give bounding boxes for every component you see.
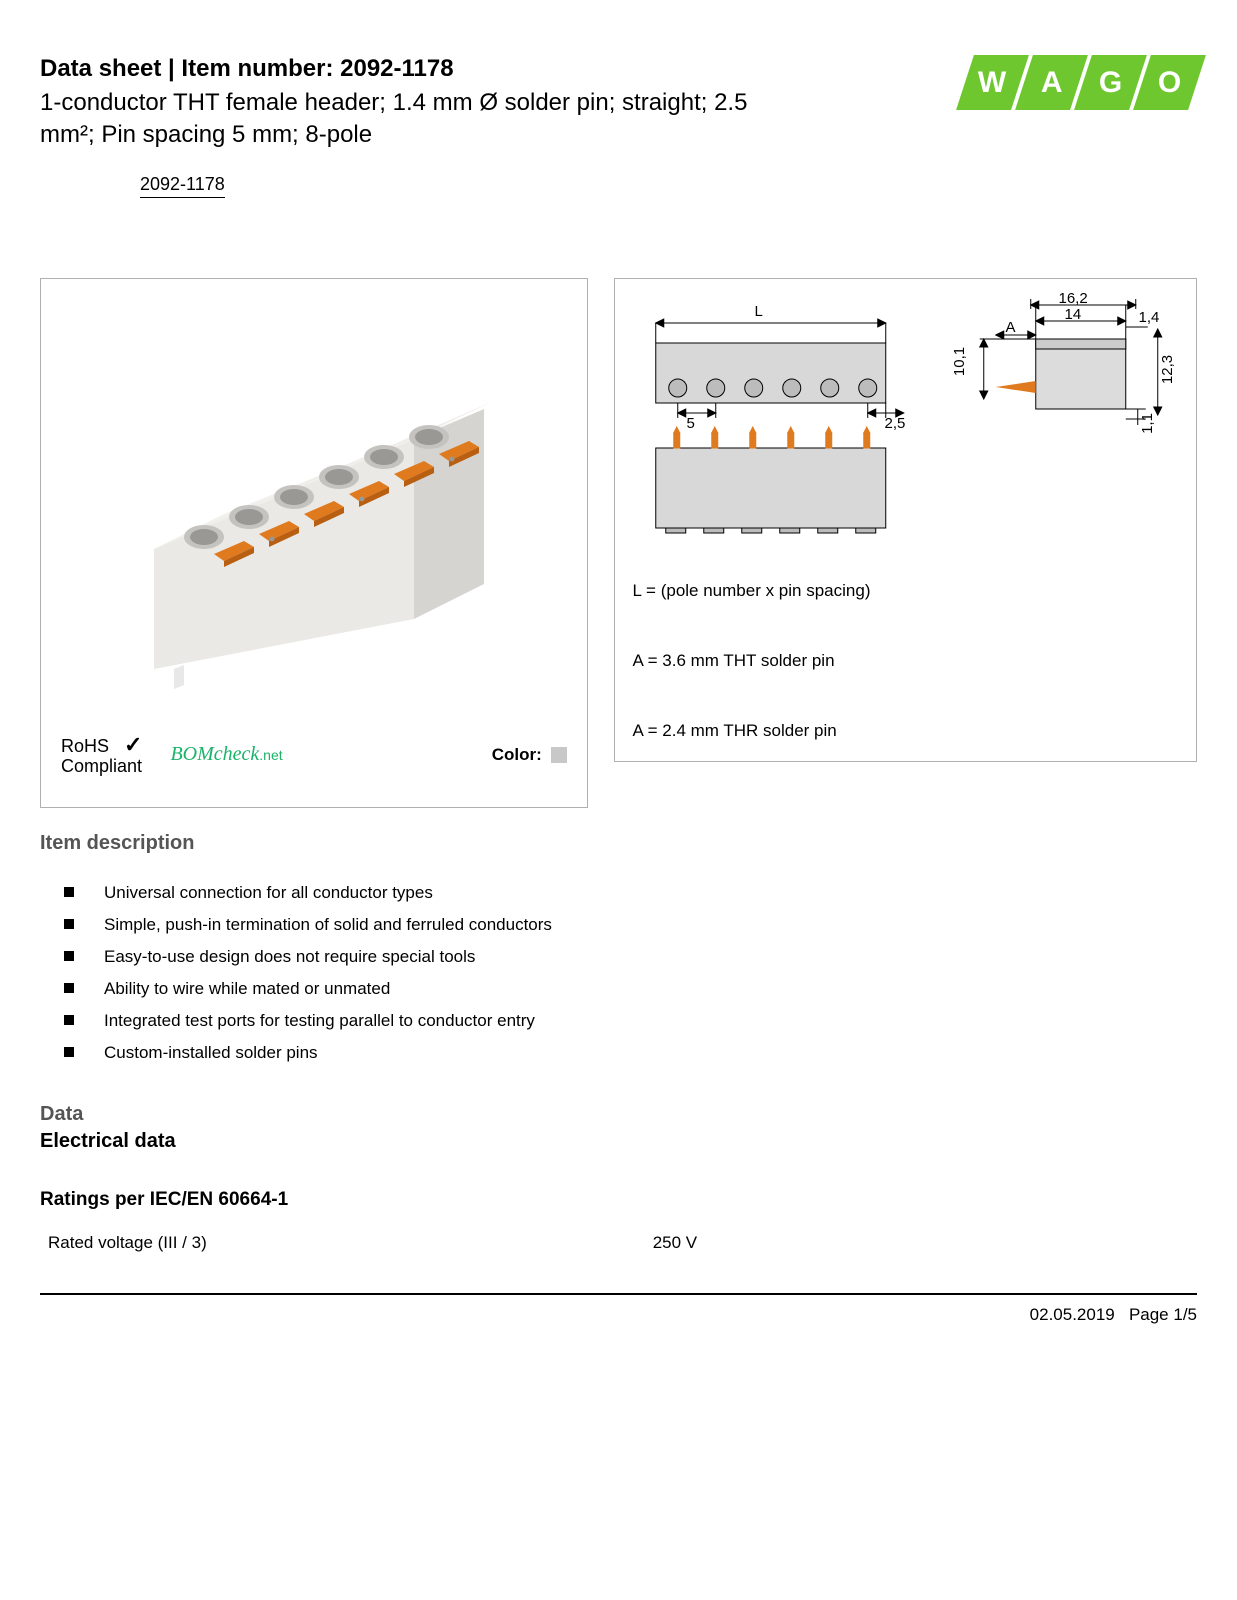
dim-12-3: 12,3 <box>1159 355 1176 384</box>
technical-drawing-panel: L 5 2,5 16,2 14 1,4 A 10,1 12,3 1,1 L = … <box>614 278 1198 762</box>
color-swatch <box>551 747 567 763</box>
formula-A2: A = 2.4 mm THR solder pin <box>633 721 1179 741</box>
wago-logo: W A G O <box>965 55 1197 110</box>
dim-10-1: 10,1 <box>951 347 968 376</box>
image-panels-row: RoHS ✓ Compliant BOMcheck.net Color: <box>40 278 1197 808</box>
compliant-text: Compliant <box>61 756 142 776</box>
compliance-row: RoHS ✓ Compliant BOMcheck.net Color: <box>41 733 587 807</box>
formula-A1: A = 3.6 mm THT solder pin <box>633 651 1179 671</box>
bullet-item: Easy-to-use design does not require spec… <box>64 947 1197 967</box>
title-line: Data sheet | Item number: 2092-1178 <box>40 55 965 83</box>
dim-16-2: 16,2 <box>1059 290 1088 307</box>
formula-L: L = (pole number x pin spacing) <box>633 581 1179 601</box>
dim-1-1: 1,1 <box>1138 413 1155 434</box>
item-number-link[interactable]: 2092-1178 <box>140 174 225 198</box>
product-subtitle: 1-conductor THT female header; 1.4 mm Ø … <box>40 87 800 152</box>
spec-value: 250 V <box>653 1233 697 1253</box>
header: Data sheet | Item number: 2092-1178 1-co… <box>40 55 1197 198</box>
item-number: 2092-1178 <box>340 55 453 82</box>
bullet-item: Ability to wire while mated or unmated <box>64 979 1197 999</box>
data-heading: Data <box>40 1103 1197 1126</box>
dim-14: 14 <box>1065 306 1082 323</box>
dim-A: A <box>1006 319 1016 336</box>
checkmark-icon: ✓ <box>124 733 142 757</box>
bomcheck-main: BOMcheck <box>170 743 259 765</box>
page-footer: 02.05.2019 Page 1/5 <box>40 1305 1197 1325</box>
footer-page: Page 1/5 <box>1129 1305 1197 1324</box>
color-label: Color: <box>492 745 567 765</box>
bullet-item: Universal connection for all conductor t… <box>64 883 1197 903</box>
electrical-data-heading: Electrical data <box>40 1130 1197 1153</box>
color-text: Color: <box>492 745 542 764</box>
technical-diagram: L 5 2,5 16,2 14 1,4 A 10,1 12,3 1,1 <box>633 293 1179 553</box>
ratings-heading: Ratings per IEC/EN 60664-1 <box>40 1189 1197 1211</box>
bullet-item: Simple, push-in termination of solid and… <box>64 915 1197 935</box>
item-description-heading: Item description <box>40 832 1197 855</box>
item-description-list: Universal connection for all conductor t… <box>64 883 1197 1063</box>
dim-1-4: 1,4 <box>1139 309 1160 326</box>
footer-divider <box>40 1293 1197 1295</box>
header-text-block: Data sheet | Item number: 2092-1178 1-co… <box>40 55 965 198</box>
spec-row: Rated voltage (III / 3) 250 V <box>40 1233 1197 1259</box>
product-3d-render <box>41 279 587 733</box>
bullet-item: Integrated test ports for testing parall… <box>64 1011 1197 1031</box>
title-prefix: Data sheet | Item number: <box>40 55 340 82</box>
dim-pin-spacing: 5 <box>687 415 695 432</box>
spec-label: Rated voltage (III / 3) <box>48 1233 653 1253</box>
dim-offset: 2,5 <box>885 415 906 432</box>
rohs-compliant-label: RoHS ✓ Compliant <box>61 733 142 777</box>
bullet-item: Custom-installed solder pins <box>64 1043 1197 1063</box>
product-image-panel: RoHS ✓ Compliant BOMcheck.net Color: <box>40 278 588 808</box>
rohs-text: RoHS <box>61 736 109 756</box>
bomcheck-logo: BOMcheck.net <box>170 743 282 766</box>
bomcheck-suffix: .net <box>259 747 282 763</box>
dim-L: L <box>755 303 763 320</box>
footer-date: 02.05.2019 <box>1030 1305 1115 1324</box>
